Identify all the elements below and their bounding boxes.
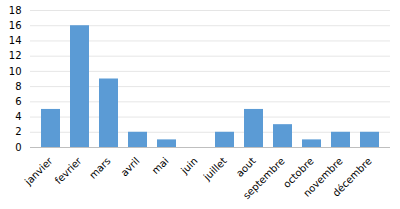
svg-text:18: 18 — [9, 5, 22, 16]
svg-text:4: 4 — [15, 111, 21, 122]
svg-text:10: 10 — [9, 66, 22, 77]
svg-text:mars: mars — [87, 155, 113, 181]
svg-text:octobre: octobre — [281, 155, 316, 190]
svg-text:juin: juin — [178, 155, 199, 176]
svg-text:2: 2 — [15, 126, 21, 137]
svg-text:8: 8 — [15, 81, 21, 92]
svg-text:12: 12 — [9, 50, 22, 61]
svg-text:avril: avril — [119, 155, 142, 178]
svg-text:aout: aout — [234, 155, 258, 179]
svg-text:14: 14 — [9, 35, 22, 46]
svg-text:juillet: juillet — [201, 155, 229, 183]
svg-text:janvier: janvier — [22, 155, 55, 188]
svg-text:mai: mai — [150, 155, 171, 176]
svg-text:fevrier: fevrier — [53, 155, 85, 187]
svg-text:décembre: décembre — [330, 155, 373, 198]
svg-text:novembre: novembre — [301, 155, 345, 199]
svg-text:0: 0 — [15, 142, 21, 153]
svg-text:16: 16 — [9, 20, 22, 31]
svg-text:septembre: septembre — [241, 155, 287, 201]
svg-text:6: 6 — [15, 96, 21, 107]
